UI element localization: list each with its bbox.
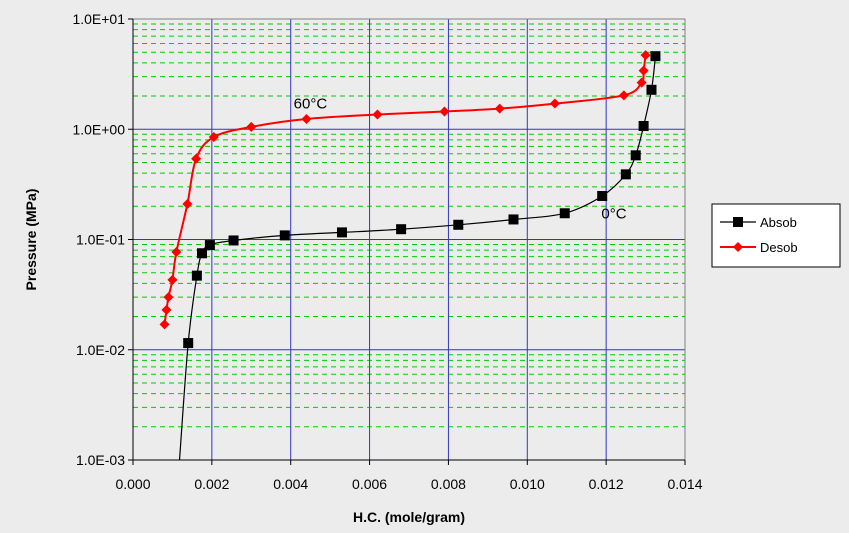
data-point-desob	[549, 98, 560, 109]
y-tick-label: 1.0E+01	[72, 11, 125, 27]
y-tick-label: 1.0E+00	[72, 121, 125, 137]
data-point-absob	[228, 235, 239, 246]
data-point-absob	[620, 169, 631, 180]
data-point-absob	[508, 214, 519, 225]
x-tick-label: 0.006	[352, 476, 387, 492]
data-point-desob	[159, 319, 170, 330]
data-point-absob	[279, 230, 290, 241]
legend: Absob Desob	[711, 203, 841, 268]
x-tick-label: 0.010	[510, 476, 545, 492]
data-point-desob	[439, 106, 450, 117]
annotation-60c: 60°C	[294, 95, 328, 112]
legend-label-absob: Absob	[760, 215, 797, 230]
y-axis-label: Pressure (MPa)	[23, 189, 39, 291]
legend-box	[711, 203, 841, 268]
data-point-absob	[197, 248, 207, 259]
data-point-desob	[372, 109, 383, 120]
data-point-absob	[191, 270, 202, 281]
x-tick-label: 0.002	[194, 476, 229, 492]
data-point-absob	[396, 224, 407, 235]
x-tick-label: 0.004	[273, 476, 308, 492]
y-tick-label: 1.0E-03	[76, 452, 125, 468]
legend-label-desob: Desob	[760, 240, 798, 255]
data-point-desob	[640, 50, 651, 61]
x-tick-label: 0.014	[667, 476, 702, 492]
data-point-desob	[301, 113, 312, 124]
data-point-absob	[204, 240, 215, 251]
minor-gridlines	[133, 23, 685, 428]
data-point-desob	[167, 274, 178, 285]
data-point-absob	[597, 191, 608, 202]
data-point-absob	[646, 84, 657, 95]
data-point-desob	[182, 198, 193, 209]
legend-marker-absob	[733, 217, 743, 227]
x-tick-label: 0.000	[115, 476, 150, 492]
data-point-desob	[171, 247, 182, 258]
x-tick-label: 0.012	[589, 476, 624, 492]
tick-labels: 0.000 0.002 0.004 0.006 0.008 0.010 0.012 0.014…	[72, 11, 702, 492]
data-point-desob	[494, 103, 505, 114]
data-point-absob	[638, 121, 649, 132]
y-tick-label: 1.0E-01	[76, 232, 125, 248]
x-tick-label: 0.008	[431, 476, 466, 492]
major-gridlines	[133, 19, 685, 460]
axes-layer	[128, 18, 686, 465]
data-point-absob	[650, 51, 661, 62]
y-tick-label: 1.0E-02	[76, 342, 125, 358]
data-point-desob	[638, 65, 649, 76]
data-point-absob	[630, 150, 641, 161]
data-point-desob	[636, 77, 647, 88]
data-point-absob	[183, 338, 194, 349]
data-point-desob	[163, 292, 174, 303]
x-axis-label: H.C. (mole/gram)	[353, 509, 465, 525]
data-point-desob	[161, 304, 172, 315]
data-point-absob	[336, 227, 347, 238]
data-point-desob	[618, 90, 629, 101]
data-point-desob	[191, 153, 202, 164]
legend-marker-desob	[733, 242, 743, 252]
series-layer	[159, 50, 661, 461]
data-point-absob	[453, 219, 464, 230]
data-point-desob	[246, 121, 257, 132]
annotation-0c: 0°C	[601, 206, 626, 223]
data-point-desob	[208, 132, 219, 143]
data-point-absob	[559, 208, 570, 219]
